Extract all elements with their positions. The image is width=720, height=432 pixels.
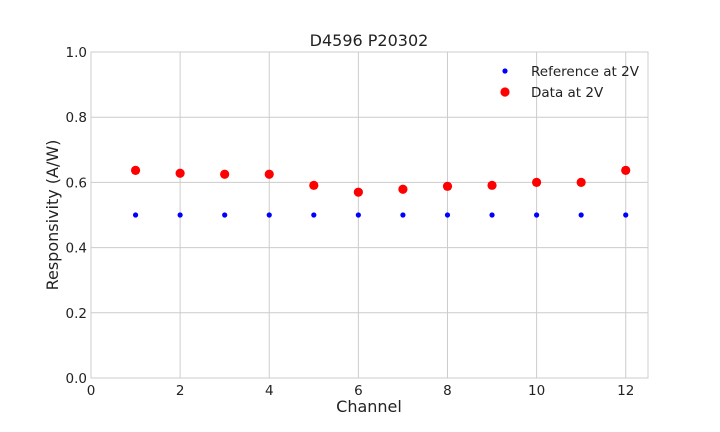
plot-area-frame — [90, 51, 649, 379]
x-tick-label: 10 — [528, 383, 545, 399]
y-tick-label: 0.2 — [66, 306, 87, 322]
y-tick-label: 0.6 — [66, 175, 87, 191]
reference-series — [132, 212, 629, 218]
y-axis-label: Responsivity (A/W) — [43, 140, 62, 291]
data-point — [442, 181, 453, 191]
x-tick-label: 6 — [354, 383, 363, 399]
y-tick-label: 0.4 — [66, 241, 87, 257]
reference-point — [578, 212, 584, 218]
x-tick-labels: 0 2 4 6 8 10 12 — [87, 383, 635, 399]
data-point — [175, 168, 185, 178]
reference-point — [222, 212, 228, 218]
reference-point — [623, 212, 629, 218]
reference-point — [489, 212, 495, 218]
data-point — [353, 187, 363, 197]
reference-point — [132, 212, 139, 218]
legend-label-data: Data at 2V — [531, 85, 604, 101]
x-tick-label: 2 — [176, 383, 185, 399]
data-point — [532, 177, 542, 187]
reference-point — [444, 212, 451, 218]
reference-point — [311, 212, 317, 218]
data-point — [398, 184, 408, 194]
y-tick-label: 0.8 — [66, 110, 87, 126]
data-points — [130, 165, 631, 218]
legend-label-reference: Reference at 2V — [531, 64, 640, 80]
legend: Reference at 2V Data at 2V — [500, 64, 640, 101]
data-point — [309, 180, 319, 190]
x-tick-label: 0 — [87, 383, 96, 399]
legend-marker-reference — [502, 68, 508, 74]
data-point — [487, 180, 497, 190]
reference-point — [177, 212, 183, 218]
x-tick-label: 12 — [617, 383, 634, 399]
legend-marker-data — [500, 87, 510, 97]
data-point — [576, 177, 586, 187]
x-axis-label: Channel — [336, 397, 402, 416]
x-tick-label: 4 — [265, 383, 274, 399]
reference-point — [355, 212, 361, 218]
reference-point — [266, 212, 272, 218]
chart-title: D4596 P20302 — [310, 31, 429, 50]
data-point — [130, 165, 141, 175]
y-tick-label: 1.0 — [66, 45, 87, 61]
y-tick-labels: 0.0 0.2 0.4 0.6 0.8 1.0 — [66, 45, 87, 387]
x-tick-label: 8 — [443, 383, 452, 399]
data-point — [621, 165, 631, 175]
y-tick-label: 0.0 — [66, 371, 87, 387]
reference-point — [400, 212, 406, 218]
reference-point — [534, 212, 540, 218]
data-point — [264, 169, 274, 179]
data-point — [220, 169, 230, 179]
data-series — [130, 165, 631, 197]
